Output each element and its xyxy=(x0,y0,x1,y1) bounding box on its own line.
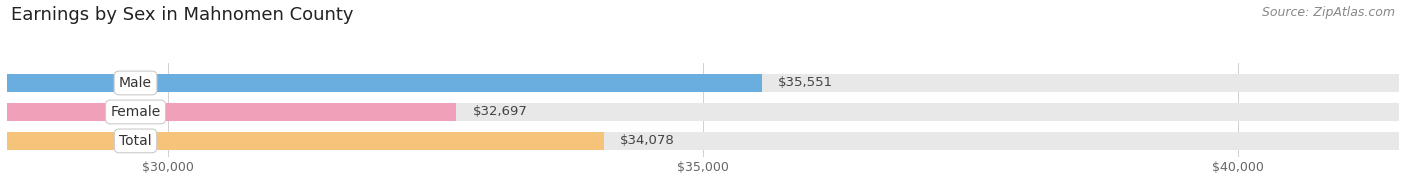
Bar xyxy=(7,74,1399,92)
Text: Earnings by Sex in Mahnomen County: Earnings by Sex in Mahnomen County xyxy=(11,6,354,24)
Text: Male: Male xyxy=(120,76,152,90)
Bar xyxy=(7,103,457,121)
Bar xyxy=(7,74,762,92)
Bar xyxy=(7,132,1399,150)
Text: Source: ZipAtlas.com: Source: ZipAtlas.com xyxy=(1261,6,1395,19)
Bar xyxy=(7,103,1399,121)
Bar xyxy=(7,132,605,150)
Text: $32,697: $32,697 xyxy=(472,105,527,118)
Text: $34,078: $34,078 xyxy=(620,134,675,147)
Text: $35,551: $35,551 xyxy=(778,76,834,90)
Text: Total: Total xyxy=(120,134,152,148)
Text: Female: Female xyxy=(111,105,160,119)
